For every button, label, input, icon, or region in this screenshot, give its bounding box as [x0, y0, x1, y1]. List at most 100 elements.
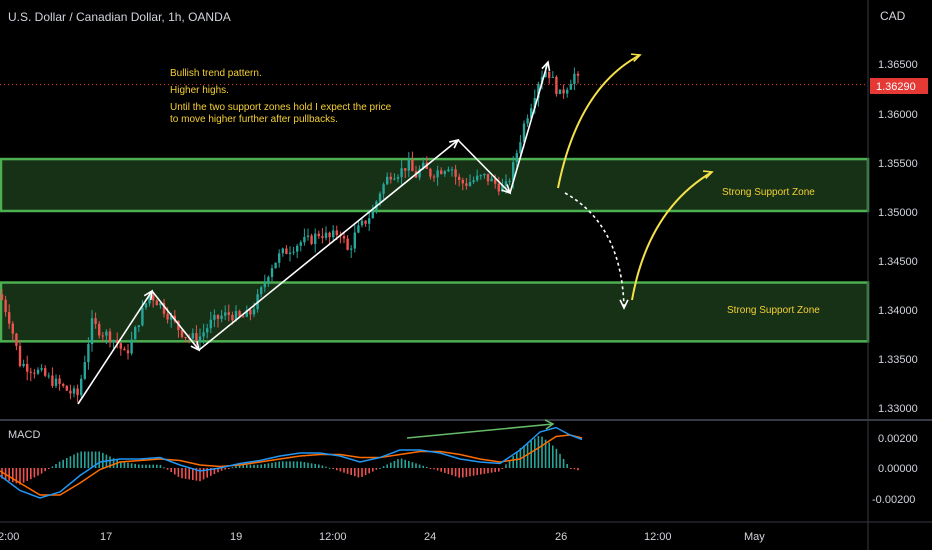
- candle-body: [263, 282, 266, 288]
- macd-histogram-bar: [224, 468, 226, 470]
- candle-body: [465, 183, 468, 186]
- time-tick: 19: [230, 531, 242, 543]
- candle-body: [47, 375, 50, 377]
- macd-histogram-bar: [76, 452, 79, 468]
- macd-histogram-bar: [530, 440, 532, 468]
- candle-body: [501, 185, 504, 192]
- macd-histogram-bar: [303, 462, 306, 468]
- current-price-badge: [870, 78, 928, 94]
- candle-body: [213, 314, 216, 320]
- candle-body: [292, 251, 295, 253]
- macd-histogram-bar: [361, 468, 363, 477]
- candle-body: [148, 295, 151, 304]
- candle-body: [18, 345, 22, 367]
- candle-body: [476, 175, 479, 181]
- macd-histogram-bar: [357, 468, 360, 478]
- candle-body: [450, 169, 454, 171]
- symbol-title[interactable]: U.S. Dollar / Canadian Dollar, 1h, OANDA: [8, 10, 231, 24]
- macd-histogram-bar: [350, 468, 352, 475]
- macd-histogram-bar: [566, 464, 568, 468]
- macd-histogram-bar: [386, 464, 388, 468]
- macd-histogram-bar: [181, 468, 183, 479]
- currency-label: CAD: [880, 9, 906, 23]
- macd-histogram-bar: [451, 468, 453, 476]
- candle-body: [411, 159, 414, 172]
- candle-body: [324, 232, 328, 238]
- macd-divergence-line: [406, 423, 554, 439]
- candle-body: [94, 318, 97, 324]
- candle-body: [472, 180, 475, 183]
- macd-histogram-bar: [15, 468, 18, 484]
- pullback-arrow: [564, 192, 625, 309]
- macd-histogram-bar: [145, 464, 147, 468]
- candle-body: [306, 235, 310, 237]
- candle-body: [368, 218, 371, 224]
- macd-histogram-bar: [379, 468, 381, 469]
- candle-body: [180, 330, 184, 338]
- macd-histogram-bar: [328, 467, 331, 469]
- candle-body: [314, 233, 317, 245]
- candle-body: [303, 236, 306, 243]
- candle-body: [494, 178, 497, 184]
- candle-body: [173, 315, 176, 321]
- macd-histogram-bar: [307, 462, 309, 468]
- macd-histogram-bar: [210, 468, 212, 476]
- candle-body: [144, 303, 148, 308]
- candle-body: [418, 168, 421, 178]
- support-zone-1[interactable]: [0, 157, 870, 213]
- candle-body: [58, 378, 61, 384]
- macd-histogram-bar: [440, 468, 442, 472]
- macd-histogram-bar: [465, 468, 468, 477]
- macd-histogram-bar: [141, 464, 144, 468]
- candle-body: [350, 248, 353, 250]
- support-zone-2[interactable]: [0, 281, 870, 343]
- macd-histogram-bar: [400, 458, 403, 468]
- macd-histogram-bar: [242, 464, 244, 468]
- candle-body: [112, 340, 115, 343]
- candle-body: [15, 333, 18, 346]
- trend-arrow: [151, 290, 200, 351]
- macd-histogram-bar: [422, 465, 424, 468]
- annotation-line-2: Higher highs.: [170, 85, 229, 96]
- candle-body: [566, 89, 569, 94]
- macd-pane: [0, 419, 583, 499]
- macd-title[interactable]: MACD: [8, 429, 40, 441]
- candle-body: [360, 220, 364, 226]
- candle-body: [162, 303, 166, 314]
- macd-histogram-bar: [418, 464, 421, 468]
- candle-body: [29, 371, 32, 373]
- macd-histogram-bar: [148, 464, 151, 468]
- macd-histogram-bar: [454, 468, 457, 477]
- candle-body: [177, 320, 180, 331]
- macd-histogram-bar: [138, 464, 140, 468]
- price-tick: 1.33500: [878, 354, 918, 366]
- candle-body: [152, 295, 155, 301]
- macd-histogram-bar: [271, 462, 273, 468]
- candle-body: [245, 310, 248, 317]
- price-axis[interactable]: 1.36500 1.36000 1.35500 1.35000 1.34500 …: [878, 59, 918, 415]
- candle-body: [389, 176, 392, 180]
- candle-body: [209, 319, 212, 329]
- macd-histogram-bar: [40, 468, 43, 474]
- candle-body: [353, 232, 356, 249]
- candle-body: [299, 242, 302, 246]
- time-axis[interactable]: 2:00 17 19 12:00 24 26 12:00 May: [0, 531, 765, 543]
- candle-body: [486, 173, 490, 182]
- annotation-line-3: Until the two support zones hold I expec…: [170, 102, 392, 113]
- macd-histogram-bar: [332, 468, 334, 470]
- zone-label-lower: Strong Support Zone: [727, 305, 820, 316]
- macd-histogram-bar: [120, 461, 122, 468]
- macd-histogram-bar: [508, 460, 511, 468]
- macd-histogram-bar: [390, 462, 392, 468]
- candle-body: [260, 287, 263, 295]
- macd-histogram-bar: [260, 464, 262, 468]
- macd-histogram-bar: [87, 451, 90, 468]
- macd-histogram-bar: [48, 468, 50, 469]
- macd-histogram-bar: [292, 461, 295, 468]
- macd-histogram-bar: [300, 461, 302, 468]
- macd-histogram-bar: [274, 462, 277, 468]
- arrow-head: [619, 299, 629, 310]
- candle-body: [533, 98, 536, 109]
- macd-histogram-bar: [8, 468, 10, 481]
